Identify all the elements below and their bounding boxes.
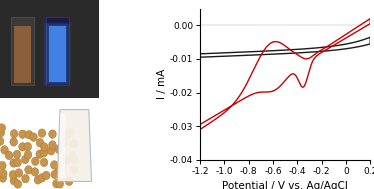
Ellipse shape: [22, 174, 29, 183]
Ellipse shape: [62, 156, 70, 165]
Ellipse shape: [0, 124, 6, 132]
Bar: [44, 23, 70, 85]
Ellipse shape: [56, 180, 64, 188]
X-axis label: Potential / V vs. Ag/AgCl: Potential / V vs. Ag/AgCl: [222, 181, 348, 189]
Ellipse shape: [60, 138, 68, 147]
Ellipse shape: [70, 165, 78, 174]
Ellipse shape: [25, 166, 32, 174]
Bar: [43, 22, 72, 86]
Ellipse shape: [47, 146, 55, 155]
Ellipse shape: [10, 129, 18, 138]
Ellipse shape: [42, 171, 50, 180]
Bar: [47, 25, 67, 83]
Ellipse shape: [0, 169, 7, 178]
Ellipse shape: [19, 130, 27, 139]
Ellipse shape: [15, 169, 23, 177]
Ellipse shape: [5, 151, 13, 160]
Ellipse shape: [0, 137, 4, 146]
Ellipse shape: [0, 161, 6, 170]
Ellipse shape: [10, 159, 17, 167]
Ellipse shape: [38, 129, 46, 137]
Ellipse shape: [51, 170, 58, 179]
Ellipse shape: [1, 146, 8, 154]
Ellipse shape: [55, 145, 63, 154]
Ellipse shape: [65, 177, 73, 186]
Ellipse shape: [14, 158, 21, 167]
Ellipse shape: [70, 155, 78, 164]
Bar: [14, 26, 31, 83]
Ellipse shape: [38, 174, 46, 182]
Bar: [49, 26, 66, 82]
Bar: [46, 24, 69, 84]
Bar: [12, 17, 34, 85]
Ellipse shape: [24, 151, 32, 159]
Ellipse shape: [69, 151, 76, 160]
Ellipse shape: [50, 161, 58, 169]
Ellipse shape: [70, 140, 77, 148]
Ellipse shape: [40, 158, 48, 167]
Ellipse shape: [0, 128, 5, 137]
Ellipse shape: [62, 132, 69, 140]
Ellipse shape: [66, 128, 74, 136]
Ellipse shape: [49, 130, 56, 138]
Polygon shape: [59, 113, 66, 178]
Ellipse shape: [31, 157, 39, 166]
Ellipse shape: [53, 179, 60, 188]
Ellipse shape: [55, 164, 63, 173]
Ellipse shape: [25, 130, 33, 139]
Ellipse shape: [21, 155, 29, 164]
Ellipse shape: [34, 176, 42, 184]
Y-axis label: I / mA: I / mA: [157, 69, 167, 99]
Ellipse shape: [40, 143, 48, 151]
Bar: [0, 0, 99, 98]
Bar: [49, 26, 66, 82]
Bar: [46, 17, 69, 85]
Ellipse shape: [31, 168, 39, 176]
Polygon shape: [57, 110, 92, 181]
Ellipse shape: [0, 174, 7, 182]
Ellipse shape: [10, 138, 18, 146]
Ellipse shape: [49, 141, 56, 149]
Ellipse shape: [13, 150, 21, 159]
Ellipse shape: [19, 143, 27, 151]
Ellipse shape: [40, 149, 47, 157]
Ellipse shape: [30, 133, 37, 141]
Ellipse shape: [36, 150, 43, 158]
Ellipse shape: [10, 177, 18, 185]
Ellipse shape: [9, 170, 17, 179]
Ellipse shape: [24, 142, 31, 151]
Ellipse shape: [36, 139, 44, 147]
Ellipse shape: [14, 180, 22, 188]
